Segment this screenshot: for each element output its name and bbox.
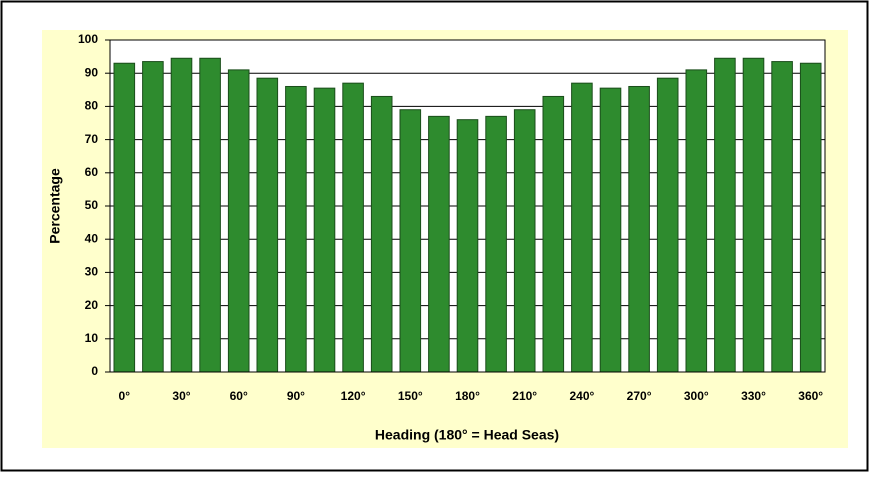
y-tick-label: 0 (91, 364, 98, 378)
x-tick-label: 330° (741, 389, 766, 403)
x-tick-label: 150° (398, 389, 423, 403)
y-tick-label: 10 (85, 331, 99, 345)
x-tick-label: 0° (119, 389, 131, 403)
y-tick-label: 60 (85, 165, 99, 179)
x-tick-label: 180° (455, 389, 480, 403)
bar (342, 82, 364, 373)
bar (256, 77, 279, 373)
bar (771, 61, 793, 373)
bar (313, 87, 336, 373)
bar (285, 85, 307, 373)
x-tick-label: 300° (684, 389, 709, 403)
bar (370, 95, 393, 373)
x-tick-label: 60° (230, 389, 248, 403)
bar (513, 109, 536, 373)
bar (656, 77, 679, 373)
bar (428, 115, 450, 373)
y-tick-label: 40 (85, 231, 99, 245)
x-tick-label: 120° (341, 389, 366, 403)
x-tick-label: 270° (627, 389, 652, 403)
y-tick-label: 30 (85, 265, 99, 279)
bar (685, 69, 708, 373)
y-tick-label: 20 (85, 298, 99, 312)
plot-border (109, 39, 826, 373)
y-tick-label: 80 (85, 99, 99, 113)
x-tick-label: 360° (798, 389, 823, 403)
y-tick-label: 70 (85, 132, 99, 146)
y-tick-label: 90 (85, 65, 99, 79)
bar (799, 62, 822, 373)
x-tick-label: 90° (287, 389, 305, 403)
bar (542, 95, 565, 373)
x-tick-label: 210° (512, 389, 537, 403)
bar (628, 85, 650, 373)
x-axis-title: Heading (180° = Head Seas) (375, 427, 559, 443)
bar (714, 57, 736, 373)
y-axis-title: Percentage (47, 168, 63, 244)
bar (742, 57, 765, 373)
bar (142, 61, 164, 373)
bar (485, 115, 507, 373)
bar (599, 87, 622, 373)
bar (399, 109, 422, 373)
bar (227, 69, 250, 373)
y-tick-label: 50 (85, 198, 99, 212)
bar (456, 119, 479, 373)
bar (170, 57, 193, 373)
x-tick-label: 30° (172, 389, 190, 403)
bar (571, 82, 593, 373)
x-tick-label: 240° (569, 389, 594, 403)
bar (113, 62, 136, 373)
bar (199, 57, 221, 373)
y-tick-label: 100 (78, 32, 98, 46)
